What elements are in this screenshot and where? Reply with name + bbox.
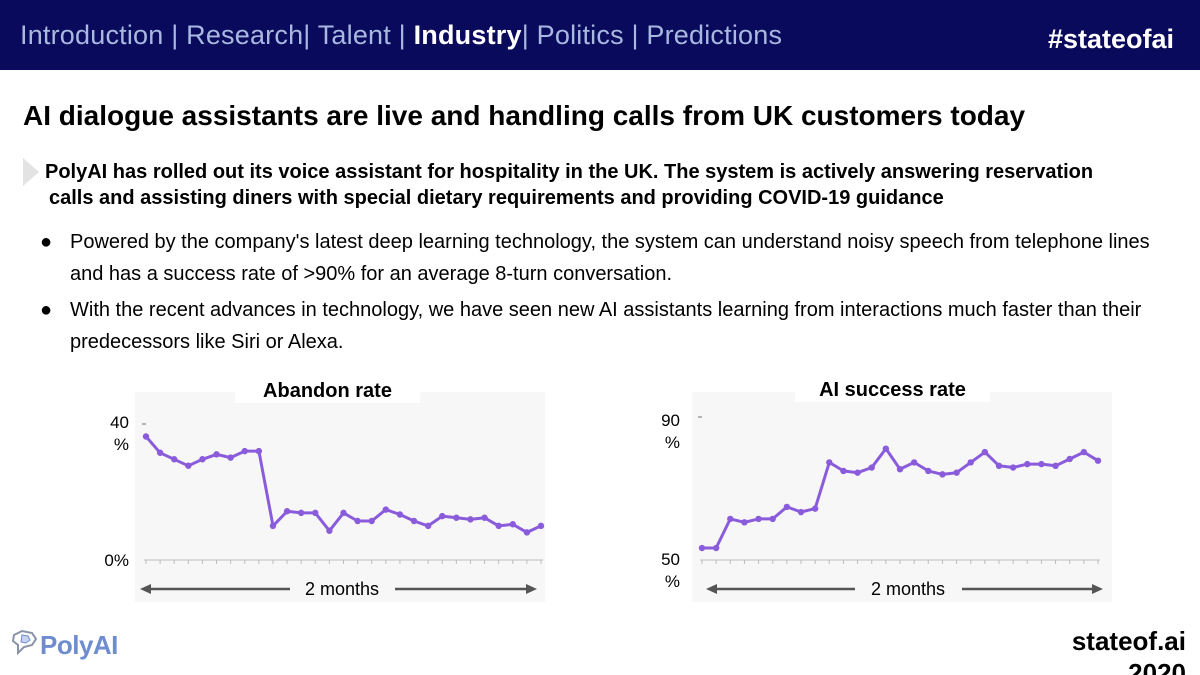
ai-success-rate-data-point: [712, 544, 720, 552]
abandon-rate-data-point: [156, 449, 164, 456]
ai-success-rate-data-point: [868, 464, 875, 471]
nav-item-research[interactable]: Research: [186, 20, 304, 50]
ai-success-rate-data-point: [1024, 460, 1031, 468]
ai-success-rate-data-point: [840, 467, 847, 475]
abandon-rate-data-point: [368, 517, 375, 525]
abandon-rate-data-point: [354, 517, 361, 525]
ai-success-rate-data-point: [939, 471, 946, 478]
ai-success-rate-data-point: [741, 519, 748, 526]
nav-item-politics[interactable]: Politics: [536, 20, 624, 50]
bullet-text: With the recent advances in technology, …: [70, 299, 1142, 353]
ai-success-rate-chart-background: [692, 392, 1112, 602]
ai-success-rate-data-point: [826, 459, 833, 466]
ai-success-rate-data-point: [769, 515, 776, 523]
abandon-rate-data-point: [495, 522, 502, 530]
top-navigation-bar: Introduction | Research| Talent | Indust…: [0, 0, 1200, 70]
abandon-rate-data-point: [185, 462, 192, 469]
abandon-rate-data-point: [142, 433, 150, 440]
abandon-rate-right-arrow-icon: [526, 584, 537, 594]
ai-success-rate-data-point: [783, 503, 791, 511]
abandon-rate-x-label: 2 months: [305, 579, 379, 599]
ai-success-rate-data-point: [1066, 455, 1073, 463]
nav-item-industry[interactable]: Industry: [413, 20, 522, 50]
abandon-rate-y-top-label: 40 %: [110, 413, 129, 454]
abandon-rate-data-point: [396, 511, 404, 518]
ai-success-rate-left-arrow-icon: [706, 584, 717, 594]
abandon-rate-data-point: [171, 456, 178, 463]
ai-success-rate-data-point: [1052, 462, 1059, 470]
ai-success-rate-data-point: [896, 466, 904, 473]
abandon-rate-data-point: [241, 447, 248, 455]
bullet-text: Powered by the company's latest deep lea…: [70, 231, 1150, 285]
ai-success-rate-chart-title: AI success rate: [795, 379, 990, 402]
ai-success-rate-data-point: [995, 462, 1003, 470]
highlight-callout: PolyAI has rolled out its voice assistan…: [23, 156, 1183, 214]
abandon-rate-data-point: [439, 512, 446, 520]
callout-arrow-icon: [23, 158, 39, 186]
abandon-rate-data-point: [227, 454, 234, 461]
nav-item-introduction[interactable]: Introduction: [20, 20, 164, 50]
polyai-logo-text: PolyAI: [40, 630, 118, 660]
abandon-rate-data-point: [410, 517, 418, 525]
list-item: ● Powered by the company's latest deep l…: [40, 226, 1150, 290]
footer-brand: stateof.ai 2020: [1071, 626, 1186, 675]
abandon-rate-data-point: [382, 506, 390, 513]
ai-success-rate-data-point: [882, 445, 890, 452]
abandon-rate-data-point: [199, 456, 206, 463]
highlight-line-1: PolyAI has rolled out its voice assistan…: [45, 161, 1094, 183]
ai-success-rate-data-point: [981, 448, 989, 456]
ai-success-rate-data-point: [698, 544, 706, 552]
hashtag: #stateofai: [1048, 24, 1175, 54]
ai-success-rate-data-point: [854, 469, 861, 476]
ai-success-rate-right-arrow-icon: [1092, 584, 1103, 594]
abandon-rate-data-point: [467, 516, 474, 523]
ai-success-rate-data-point: [953, 469, 960, 476]
highlight-line-2: calls and assisting diners with special …: [49, 187, 944, 209]
abandon-rate-y-bottom-label: 0%: [104, 551, 129, 570]
abandon-rate-left-arrow-icon: [140, 584, 151, 594]
section-nav: Introduction | Research| Talent | Indust…: [20, 20, 783, 50]
ai-success-rate-data-point: [755, 515, 762, 523]
ai-success-rate-data-point: [811, 505, 819, 512]
slide-title: AI dialogue assistants are live and hand…: [23, 100, 1026, 131]
abandon-rate-data-point: [537, 522, 545, 530]
nav-item-talent[interactable]: Talent: [317, 20, 391, 50]
polyai-logo-icon: [11, 629, 38, 656]
abandon-rate-data-point: [326, 527, 333, 534]
list-item: ● With the recent advances in technology…: [40, 294, 1150, 358]
ai-success-rate-x-label: 2 months: [871, 579, 945, 599]
ai-success-rate-data-point: [910, 459, 918, 466]
ai-success-rate-data-point: [1009, 464, 1017, 471]
abandon-rate-chart-background: [135, 392, 545, 602]
ai-success-rate-data-point: [1080, 448, 1088, 456]
bullet-list: ● Powered by the company's latest deep l…: [40, 226, 1150, 362]
abandon-rate-data-point: [340, 509, 347, 517]
ai-success-rate-data-point: [925, 467, 932, 475]
abandon-rate-data-point: [297, 509, 305, 517]
abandon-rate-data-point: [213, 451, 220, 458]
abandon-rate-data-point: [312, 509, 319, 517]
abandon-rate-data-point: [523, 529, 531, 536]
ai-success-rate-y-bottom-label: 50 %: [661, 550, 680, 591]
ai-success-rate-data-point: [797, 508, 805, 516]
ai-success-rate-data-point: [967, 459, 974, 466]
abandon-rate-data-point: [481, 514, 488, 521]
ai-success-rate-data-point: [727, 515, 734, 523]
abandon-rate-data-point: [424, 522, 432, 530]
abandon-rate-data-point: [283, 508, 291, 515]
ai-success-rate-y-top-label: 90 %: [661, 411, 680, 452]
ai-success-rate-data-point: [1038, 460, 1045, 468]
abandon-rate-chart-title: Abandon rate: [235, 380, 420, 403]
abandon-rate-data-point: [453, 514, 460, 521]
bullet-dot-icon: ●: [40, 299, 53, 321]
abandon-rate-data-point: [255, 447, 263, 455]
abandon-rate-data-point: [509, 521, 516, 528]
bullet-dot-icon: ●: [40, 231, 53, 253]
abandon-rate-data-point: [269, 522, 277, 530]
nav-item-predictions[interactable]: Predictions: [646, 20, 783, 50]
ai-success-rate-data-point: [1094, 457, 1102, 464]
